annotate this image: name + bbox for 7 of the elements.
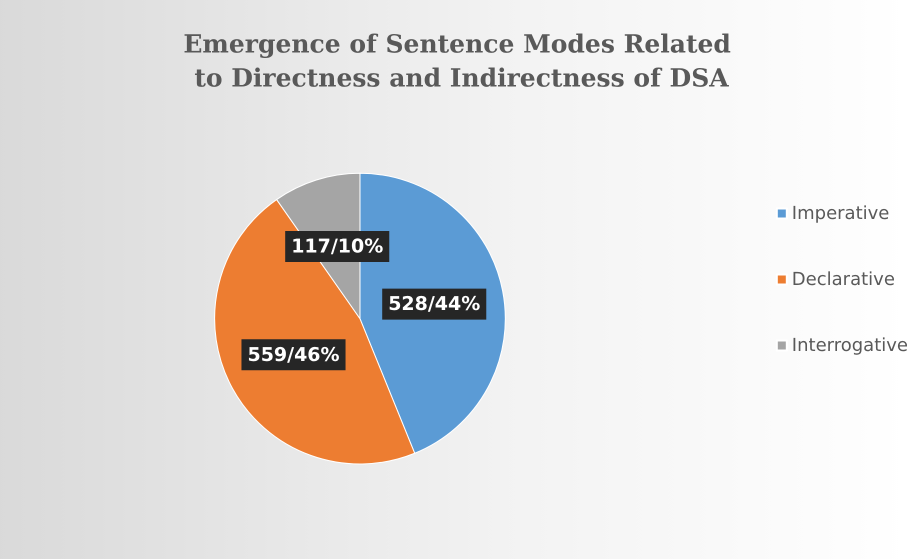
legend-label: Declarative <box>792 269 895 290</box>
data-label: 117/10% <box>291 235 384 258</box>
legend-label: Interrogative <box>792 335 908 356</box>
data-label: 559/46% <box>247 344 340 366</box>
legend-label: Imperative <box>792 203 890 224</box>
data-label: 528/44% <box>388 293 480 316</box>
chart-title: Emergence of Sentence Modes Related to Directness and Indirectness of DSA <box>183 30 740 92</box>
